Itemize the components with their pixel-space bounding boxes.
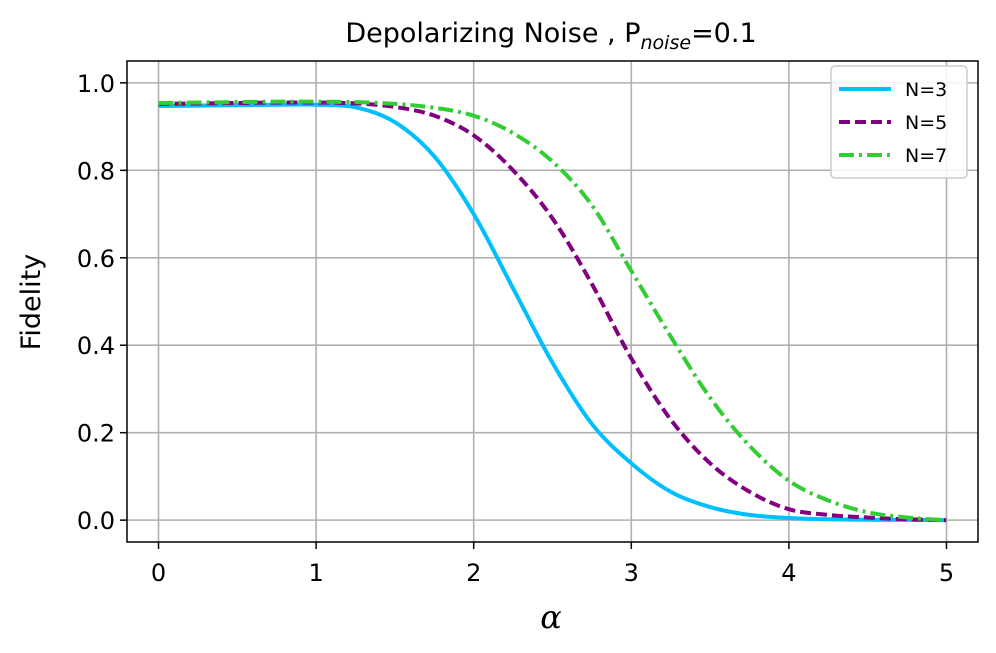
chart-title-main: Depolarizing Noise , P: [345, 18, 640, 49]
x-tick-label: 5: [939, 559, 954, 587]
legend-label: N=7: [905, 145, 947, 167]
x-tick-label: 4: [781, 559, 796, 587]
x-tick-label: 1: [308, 559, 323, 587]
y-tick-label: 0.0: [77, 507, 115, 535]
x-axis-ticks: 0 1 2 3 4 5: [151, 542, 954, 587]
y-tick-label: 1.0: [77, 70, 115, 98]
legend-label: N=5: [905, 112, 947, 134]
series-line-n-7: [158, 99, 947, 523]
chart-title-subscript: noise: [641, 32, 692, 54]
x-tick-label: 3: [624, 559, 639, 587]
x-axis-label: α: [540, 598, 562, 636]
legend-box: [830, 65, 968, 179]
series-lines: [158, 99, 947, 523]
y-tick-label: 0.2: [77, 420, 115, 448]
y-tick-label: 0.4: [77, 332, 115, 360]
legend: N=3 N=5 N=7: [830, 65, 968, 179]
y-tick-label: 0.8: [77, 157, 115, 185]
y-axis-label: Fidelity: [16, 254, 47, 350]
chart-title: Depolarizing Noise , Pnoise=0.1: [345, 18, 756, 54]
x-tick-label: 2: [466, 559, 481, 587]
y-axis-ticks: 0.0 0.2 0.4 0.6 0.8 1.0: [77, 70, 127, 535]
series-line-n-3: [158, 102, 947, 523]
chart-title-suffix: =0.1: [691, 18, 757, 49]
y-tick-label: 0.6: [77, 245, 115, 273]
x-tick-label: 0: [151, 559, 166, 587]
plot-frame: [126, 60, 979, 543]
legend-label: N=3: [905, 79, 947, 101]
